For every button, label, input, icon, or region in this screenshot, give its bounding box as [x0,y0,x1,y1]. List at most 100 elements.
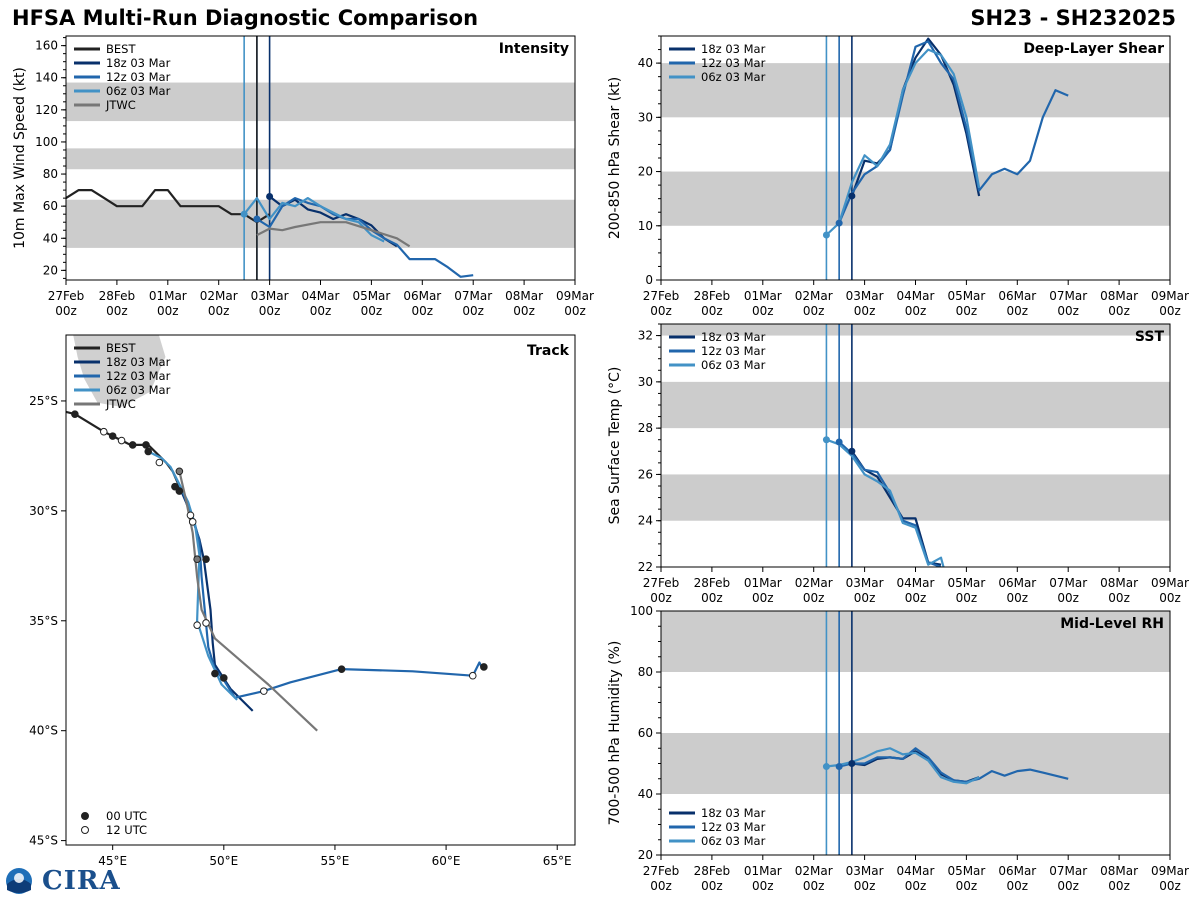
shaded-band [661,63,1170,118]
legend-label: 18z 03 Mar [701,806,766,820]
legend-label: 06z 03 Mar [701,358,766,372]
x-tick-hour-label: 00z [361,304,383,318]
x-tick-day-label: 02Mar [795,864,833,878]
storm-id: SH23 - SH232025 [970,6,1176,30]
track-marker-00utc [175,487,184,495]
x-tick-hour-label: 00z [513,304,535,318]
legend-label: 06z 03 Mar [701,70,766,84]
x-tick-hour-label: 00z [956,879,978,893]
track-line-r12 [171,470,483,699]
track-marker-00utc [128,441,137,449]
track-marker-12utc [99,427,108,436]
series-start-marker [822,763,830,771]
legend-label: 12z 03 Mar [701,56,766,70]
x-tick-hour-label: 00z [956,591,978,605]
plot-area [66,36,575,280]
shaded-band [66,148,575,170]
legend-label: 18z 03 Mar [106,355,171,369]
track-line-best [66,410,181,488]
series-line-jtwc [256,221,411,248]
y-tick-label: 20 [43,263,58,277]
shaded-band [661,611,1170,672]
y-tick-label: 35°S [29,614,58,628]
shaded-band [66,199,575,248]
track-marker-12utc [202,619,210,627]
track-marker-12utc [260,687,268,695]
y-tick-label: 45°S [29,834,58,848]
x-tick-label: 55°E [321,854,350,868]
x-tick-hour-label: 00z [803,304,825,318]
legend-label: BEST [106,341,136,355]
x-tick-day-label: 06Mar [998,289,1036,303]
track-marker-12utc [188,518,197,526]
x-tick-hour-label: 00z [1108,879,1130,893]
x-tick-hour-label: 00z [462,304,484,318]
x-tick-day-label: 28Feb [694,864,731,878]
legend-label: JTWC [105,98,136,112]
x-tick-hour-label: 00z [1159,879,1181,893]
series-start-marker [848,760,856,767]
panel-title: SST [1135,329,1165,345]
y-tick-label: 120 [35,103,58,117]
legend-label: 18z 03 Mar [701,42,766,56]
series-start-marker [822,231,830,239]
y-axis-label: Sea Surface Temp (°C) [607,367,623,525]
marker-legend-symbol [81,826,89,834]
y-tick-label: 20 [638,165,653,179]
track-marker-00utc [171,482,179,491]
x-tick-day-label: 06Mar [998,864,1036,878]
x-tick-label: 45°E [98,854,127,868]
y-tick-label: 30 [638,110,653,124]
x-tick-day-label: 03Mar [846,576,884,590]
x-tick-hour-label: 00z [956,304,978,318]
x-tick-day-label: 01Mar [149,289,187,303]
x-tick-hour-label: 00z [310,304,332,318]
y-tick-label: 40 [638,56,653,70]
panel-title: Intensity [499,41,569,57]
y-tick-label: 60 [638,726,653,740]
track-marker-12utc [193,621,201,629]
series-start-marker [240,210,248,218]
plot-area [661,36,1170,280]
series-start-marker [266,193,274,201]
x-tick-day-label: 02Mar [795,576,833,590]
x-tick-hour-label: 00z [905,591,927,605]
y-tick-label: 140 [35,71,58,85]
y-tick-label: 20 [638,848,653,862]
series-start-marker [848,447,856,455]
x-tick-hour-label: 00z [701,591,723,605]
x-tick-hour-label: 00z [1159,591,1181,605]
x-tick-day-label: 03Mar [846,864,884,878]
y-axis-label: 10m Max Wind Speed (kt) [12,67,28,249]
chart-rh: 2040608010027Feb00z28Feb00z01Mar00z02Mar… [607,604,1189,893]
track-marker-00utc [193,555,201,564]
legend-label: 12z 03 Mar [701,820,766,834]
x-tick-day-label: 04Mar [302,289,340,303]
x-tick-day-label: 06Mar [403,289,441,303]
x-tick-label: 65°E [543,854,572,868]
x-tick-day-label: 02Mar [200,289,238,303]
track-marker-00utc [480,663,488,671]
x-tick-day-label: 01Mar [744,864,782,878]
x-tick-day-label: 08Mar [1100,289,1138,303]
x-tick-hour-label: 00z [803,591,825,605]
x-tick-hour-label: 00z [1057,591,1079,605]
x-tick-day-label: 03Mar [846,289,884,303]
track-marker-00utc [144,447,153,456]
x-tick-day-label: 27Feb [643,864,680,878]
y-tick-label: 80 [43,167,58,181]
x-tick-hour-label: 00z [854,879,876,893]
y-tick-label: 10 [638,219,653,233]
shaded-band [661,474,1170,521]
chart-shear: 01020304027Feb00z28Feb00z01Mar00z02Mar00… [607,35,1189,318]
marker-legend-label: 12 UTC [106,823,147,837]
x-tick-hour-label: 00z [854,591,876,605]
y-tick-label: 32 [638,329,653,343]
legend-label: 18z 03 Mar [106,56,171,70]
track-marker-00utc [175,467,184,476]
track-marker-00utc [202,555,210,564]
y-tick-label: 160 [35,39,58,53]
x-tick-hour-label: 00z [803,879,825,893]
shaded-band [66,82,575,122]
track-marker-00utc [337,665,346,673]
